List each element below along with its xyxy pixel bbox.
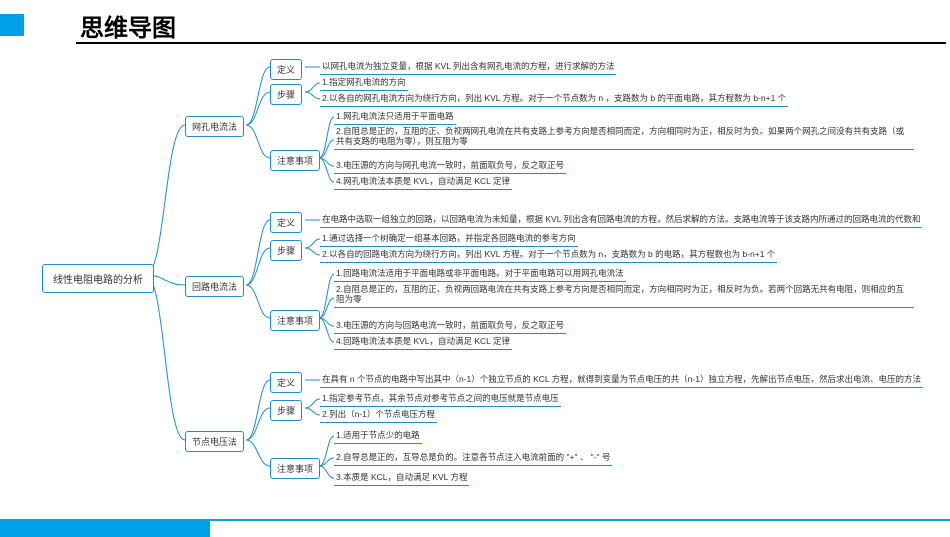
b1-c1-l0: 以网孔电流为独立变量，根据 KVL 列出含有网孔电流的方程，进行求解的方法	[320, 60, 616, 75]
b2-c3-l0: 1.回路电流法适用于平面电路或非平面电路。对于平面电路可以用网孔电流法	[334, 267, 626, 282]
b2-c1-l0: 在电路中选取一组独立的回路，以回路电流为未知量，根据 KVL 列出含有回路电流的…	[320, 213, 922, 228]
branch-loop: 回路电流法	[185, 276, 244, 297]
b2-c3-l2: 3.电压源的方向与回路电流一致时，前面取负号，反之取正号	[334, 319, 566, 334]
branch-nodev: 节点电压法	[185, 431, 244, 452]
b3-c3-l2: 3.本质是 KCL，自动满足 KVL 方程	[334, 471, 469, 486]
b3-c3: 注意事项	[270, 458, 320, 479]
b3-c2: 步骤	[270, 400, 302, 421]
b3-c2-l1: 2.列出（n-1）个节点电压方程	[320, 408, 437, 423]
title-underline	[76, 42, 946, 44]
branch-mesh: 网孔电流法	[185, 116, 244, 137]
mindmap-canvas: 线性电阻电路的分析 网孔电流法 定义 步骤 注意事项 以网孔电流为独立变量，根据…	[30, 50, 930, 510]
b2-c3-l3: 4.回路电流法本质是 KVL，自动满足 KCL 定律	[334, 335, 512, 350]
page-title: 思维导图	[80, 8, 176, 43]
footer-bar	[0, 519, 950, 535]
b1-c3: 注意事项	[270, 150, 320, 171]
b2-c2-l0: 1.通过选择一个树确定一组基本回路，并指定各回路电流的参考方向	[320, 232, 578, 247]
b1-c1: 定义	[270, 59, 302, 80]
b1-c2-l0: 1.指定网孔电流的方向	[320, 76, 408, 91]
b3-c1: 定义	[270, 372, 302, 393]
b3-c3-l0: 1.适用于节点少的电路	[334, 429, 422, 444]
b1-c3-l1: 2.自阻总是正的，互阻的正、负视两网孔电流在共有支路上参考方向是否相同而定，方向…	[334, 126, 914, 150]
b3-c3-l1: 2.自导总是正的，互导总是负的。注意各节点注入电流前面的 "+" 、 "-" 号	[334, 451, 612, 466]
b1-c3-l0: 1.网孔电流法只适用于平面电路	[334, 110, 456, 125]
accent-bar	[0, 14, 24, 36]
b2-c3-l1: 2.自阻总是正的，互阻的正、负视两回路电流在共有支路上参考方向是否相同而定，方向…	[334, 284, 914, 308]
root-node: 线性电阻电路的分析	[42, 264, 154, 293]
b2-c1: 定义	[270, 212, 302, 233]
b2-c2-l1: 2.以各自的回路电流方向为绕行方向，列出 KVL 方程。对于一个节点数为 n，支…	[320, 248, 777, 263]
b3-c2-l0: 1.指定参考节点，其余节点对参考节点之间的电压就是节点电压	[320, 392, 561, 407]
b1-c2: 步骤	[270, 84, 302, 105]
b1-c2-l1: 2.以各自的网孔电流方向为绕行方向，列出 KVL 方程。对于一个节点数为 n ，…	[320, 92, 788, 107]
b3-c1-l0: 在具有 n 个节点的电路中写出其中（n-1）个独立节点的 KCL 方程，就得到变…	[320, 373, 923, 388]
b1-c3-l2: 3.电压源的方向与网孔电流一致时，前面取负号，反之取正号	[334, 159, 566, 174]
b2-c2: 步骤	[270, 240, 302, 261]
b1-c3-l3: 4.网孔电流法本质是 KVL，自动满足 KCL 定律	[334, 175, 512, 190]
b2-c3: 注意事项	[270, 310, 320, 331]
